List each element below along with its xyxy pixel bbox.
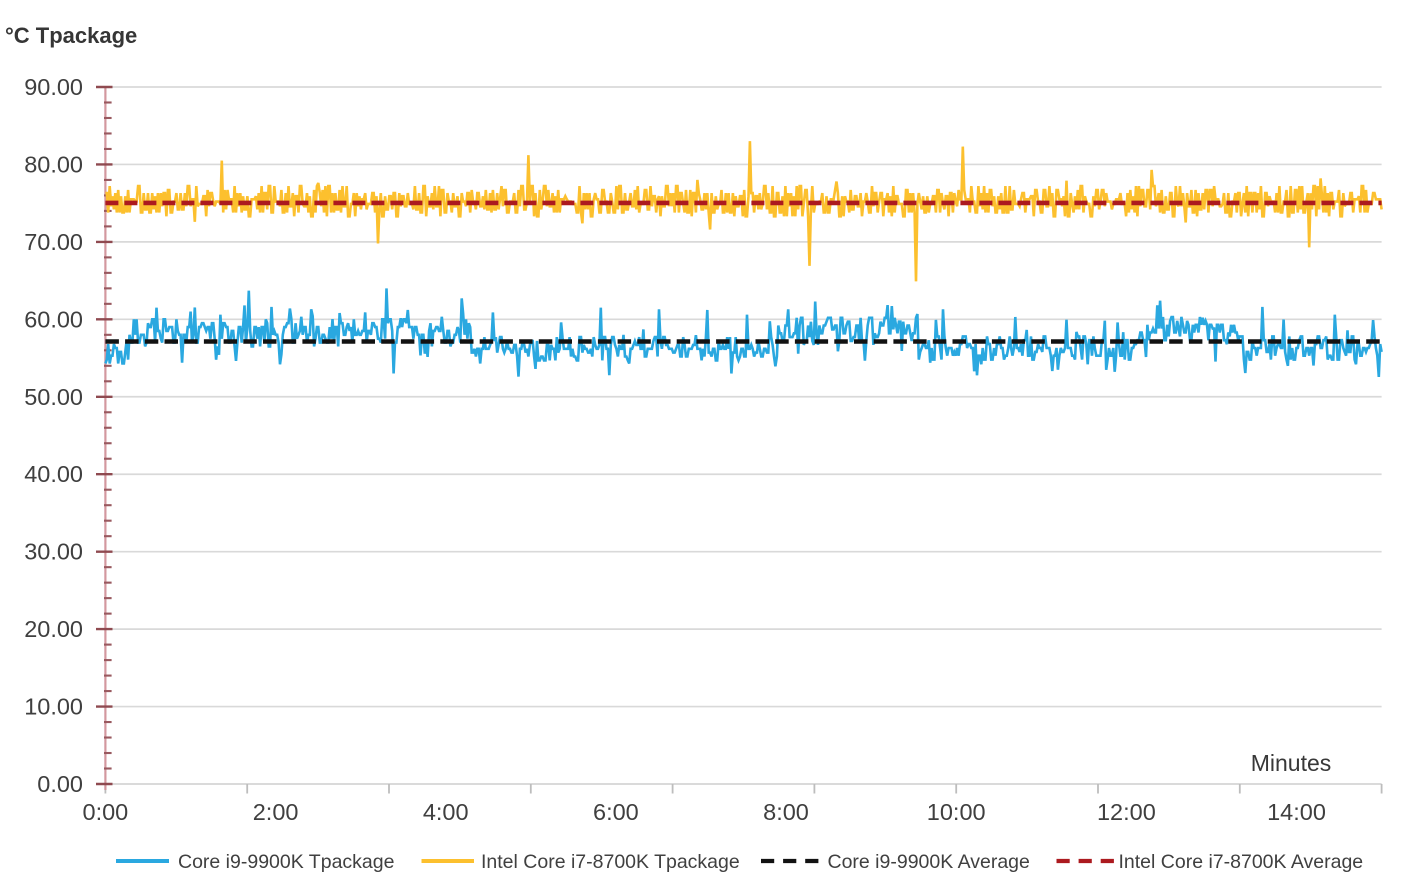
svg-text:50.00: 50.00 (24, 384, 83, 410)
svg-text:10.00: 10.00 (24, 694, 83, 720)
svg-text:4:00: 4:00 (423, 799, 469, 825)
svg-text:40.00: 40.00 (24, 461, 83, 487)
svg-text:80.00: 80.00 (24, 151, 83, 177)
svg-text:12:00: 12:00 (1097, 799, 1156, 825)
svg-text:Intel Core i7-8700K Tpackage: Intel Core i7-8700K Tpackage (481, 851, 740, 873)
svg-text:Core i9-9900K Average: Core i9-9900K Average (828, 851, 1030, 873)
svg-text:2:00: 2:00 (253, 799, 299, 825)
svg-text:Core i9-9900K Tpackage: Core i9-9900K Tpackage (178, 851, 394, 873)
svg-text:6:00: 6:00 (593, 799, 639, 825)
svg-text:60.00: 60.00 (24, 306, 83, 332)
svg-text:0:00: 0:00 (83, 799, 129, 825)
svg-text:8:00: 8:00 (763, 799, 809, 825)
svg-text:Minutes: Minutes (1251, 750, 1332, 776)
svg-text:°C Tpackage: °C Tpackage (5, 23, 137, 48)
svg-text:20.00: 20.00 (24, 616, 83, 642)
svg-text:70.00: 70.00 (24, 229, 83, 255)
svg-text:0.00: 0.00 (37, 771, 83, 797)
svg-text:10:00: 10:00 (927, 799, 986, 825)
svg-text:14:00: 14:00 (1267, 799, 1326, 825)
svg-text:Intel Core i7-8700K Average: Intel Core i7-8700K Average (1119, 851, 1364, 873)
svg-text:90.00: 90.00 (24, 74, 83, 100)
svg-text:30.00: 30.00 (24, 539, 83, 565)
